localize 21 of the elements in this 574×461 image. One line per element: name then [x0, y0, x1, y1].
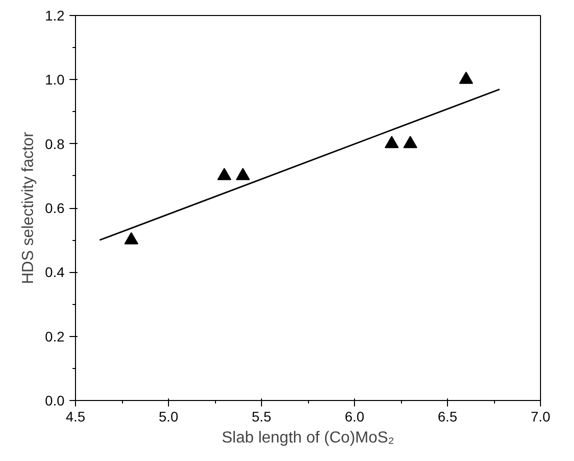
x-tick-label: 5.0 [158, 408, 178, 424]
x-axis-title: Slab length of (Co)MoS₂ [222, 430, 394, 446]
x-tick-label: 5.5 [252, 408, 272, 424]
point [384, 136, 399, 148]
y-tick-label: 1.2 [45, 8, 65, 24]
x-tick-label: 6.5 [438, 408, 458, 424]
y-tick-label: 0.0 [45, 392, 65, 408]
point [403, 136, 418, 148]
point [217, 168, 232, 180]
y-tick-label: 0.2 [45, 328, 65, 344]
x-tick-label: 4.5 [66, 408, 86, 424]
y-tick-label: 0.4 [45, 264, 65, 280]
point [459, 72, 474, 84]
y-tick-label: 1.0 [45, 72, 65, 88]
y-axis-title: HDS selectivity factor [20, 131, 38, 284]
point [236, 168, 250, 180]
x-tick-label: 6.0 [344, 408, 364, 424]
x-tick-label: 7.0 [530, 408, 550, 424]
y-tick-label: 0.6 [45, 200, 65, 216]
y-tick-label: 0.8 [45, 136, 65, 152]
point [124, 232, 138, 244]
